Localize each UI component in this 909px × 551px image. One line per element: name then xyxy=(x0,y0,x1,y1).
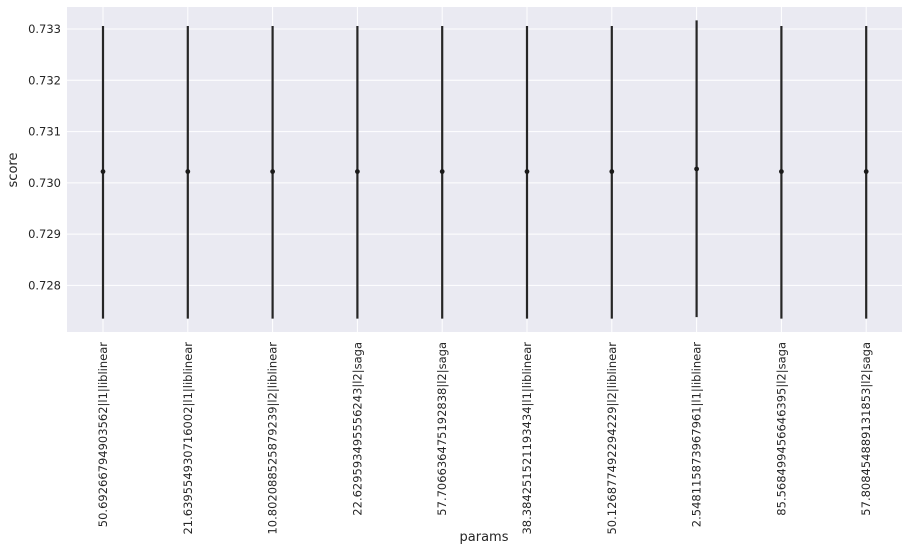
x-tick-label: 50.126877492294229|l2|liblinear xyxy=(605,342,619,535)
data-point xyxy=(270,169,275,174)
data-points xyxy=(100,166,869,174)
y-tick-label: 0.729 xyxy=(28,227,61,241)
x-tick-label: 38.384251521193434|l1|liblinear xyxy=(520,342,534,535)
x-tick-label: 2.548115873967961|l1|liblinear xyxy=(690,342,704,527)
y-tick-labels: 0.728 0.729 0.730 0.731 0.732 0.733 xyxy=(28,22,61,292)
data-point xyxy=(355,169,360,174)
data-point xyxy=(694,166,699,172)
data-point xyxy=(779,169,784,174)
x-tick-label: 85.568499456646395|l2|saga xyxy=(774,342,788,516)
data-point xyxy=(185,169,191,174)
y-tick-label: 0.728 xyxy=(28,278,61,292)
x-tick-label: 50.69266794903562|l1|liblinear xyxy=(96,342,110,527)
x-tick-label: 10.802088525879239|l2|liblinear xyxy=(266,342,280,535)
data-point xyxy=(863,169,869,174)
x-tick-label: 22.629593495556243|l2|saga xyxy=(350,342,364,516)
x-axis-label: params xyxy=(460,530,509,545)
y-tick-label: 0.733 xyxy=(28,22,61,36)
y-tick-label: 0.730 xyxy=(28,176,61,190)
plot-area xyxy=(67,7,902,332)
data-point xyxy=(609,169,615,174)
data-point xyxy=(524,169,530,174)
x-tick-label: 57.706636475192838|l2|saga xyxy=(435,342,449,516)
y-axis-label: score xyxy=(6,153,21,188)
x-tick-labels: 50.69266794903562|l1|liblinear 21.6395549… xyxy=(96,342,873,535)
data-point xyxy=(100,169,106,174)
data-point xyxy=(439,169,445,174)
x-tick-label: 21.639554930716002|l1|liblinear xyxy=(181,342,195,535)
y-tick-label: 0.731 xyxy=(28,125,61,139)
x-tick-label: 57.808454889131853|l2|saga xyxy=(859,342,873,516)
y-tick-label: 0.732 xyxy=(28,73,61,87)
